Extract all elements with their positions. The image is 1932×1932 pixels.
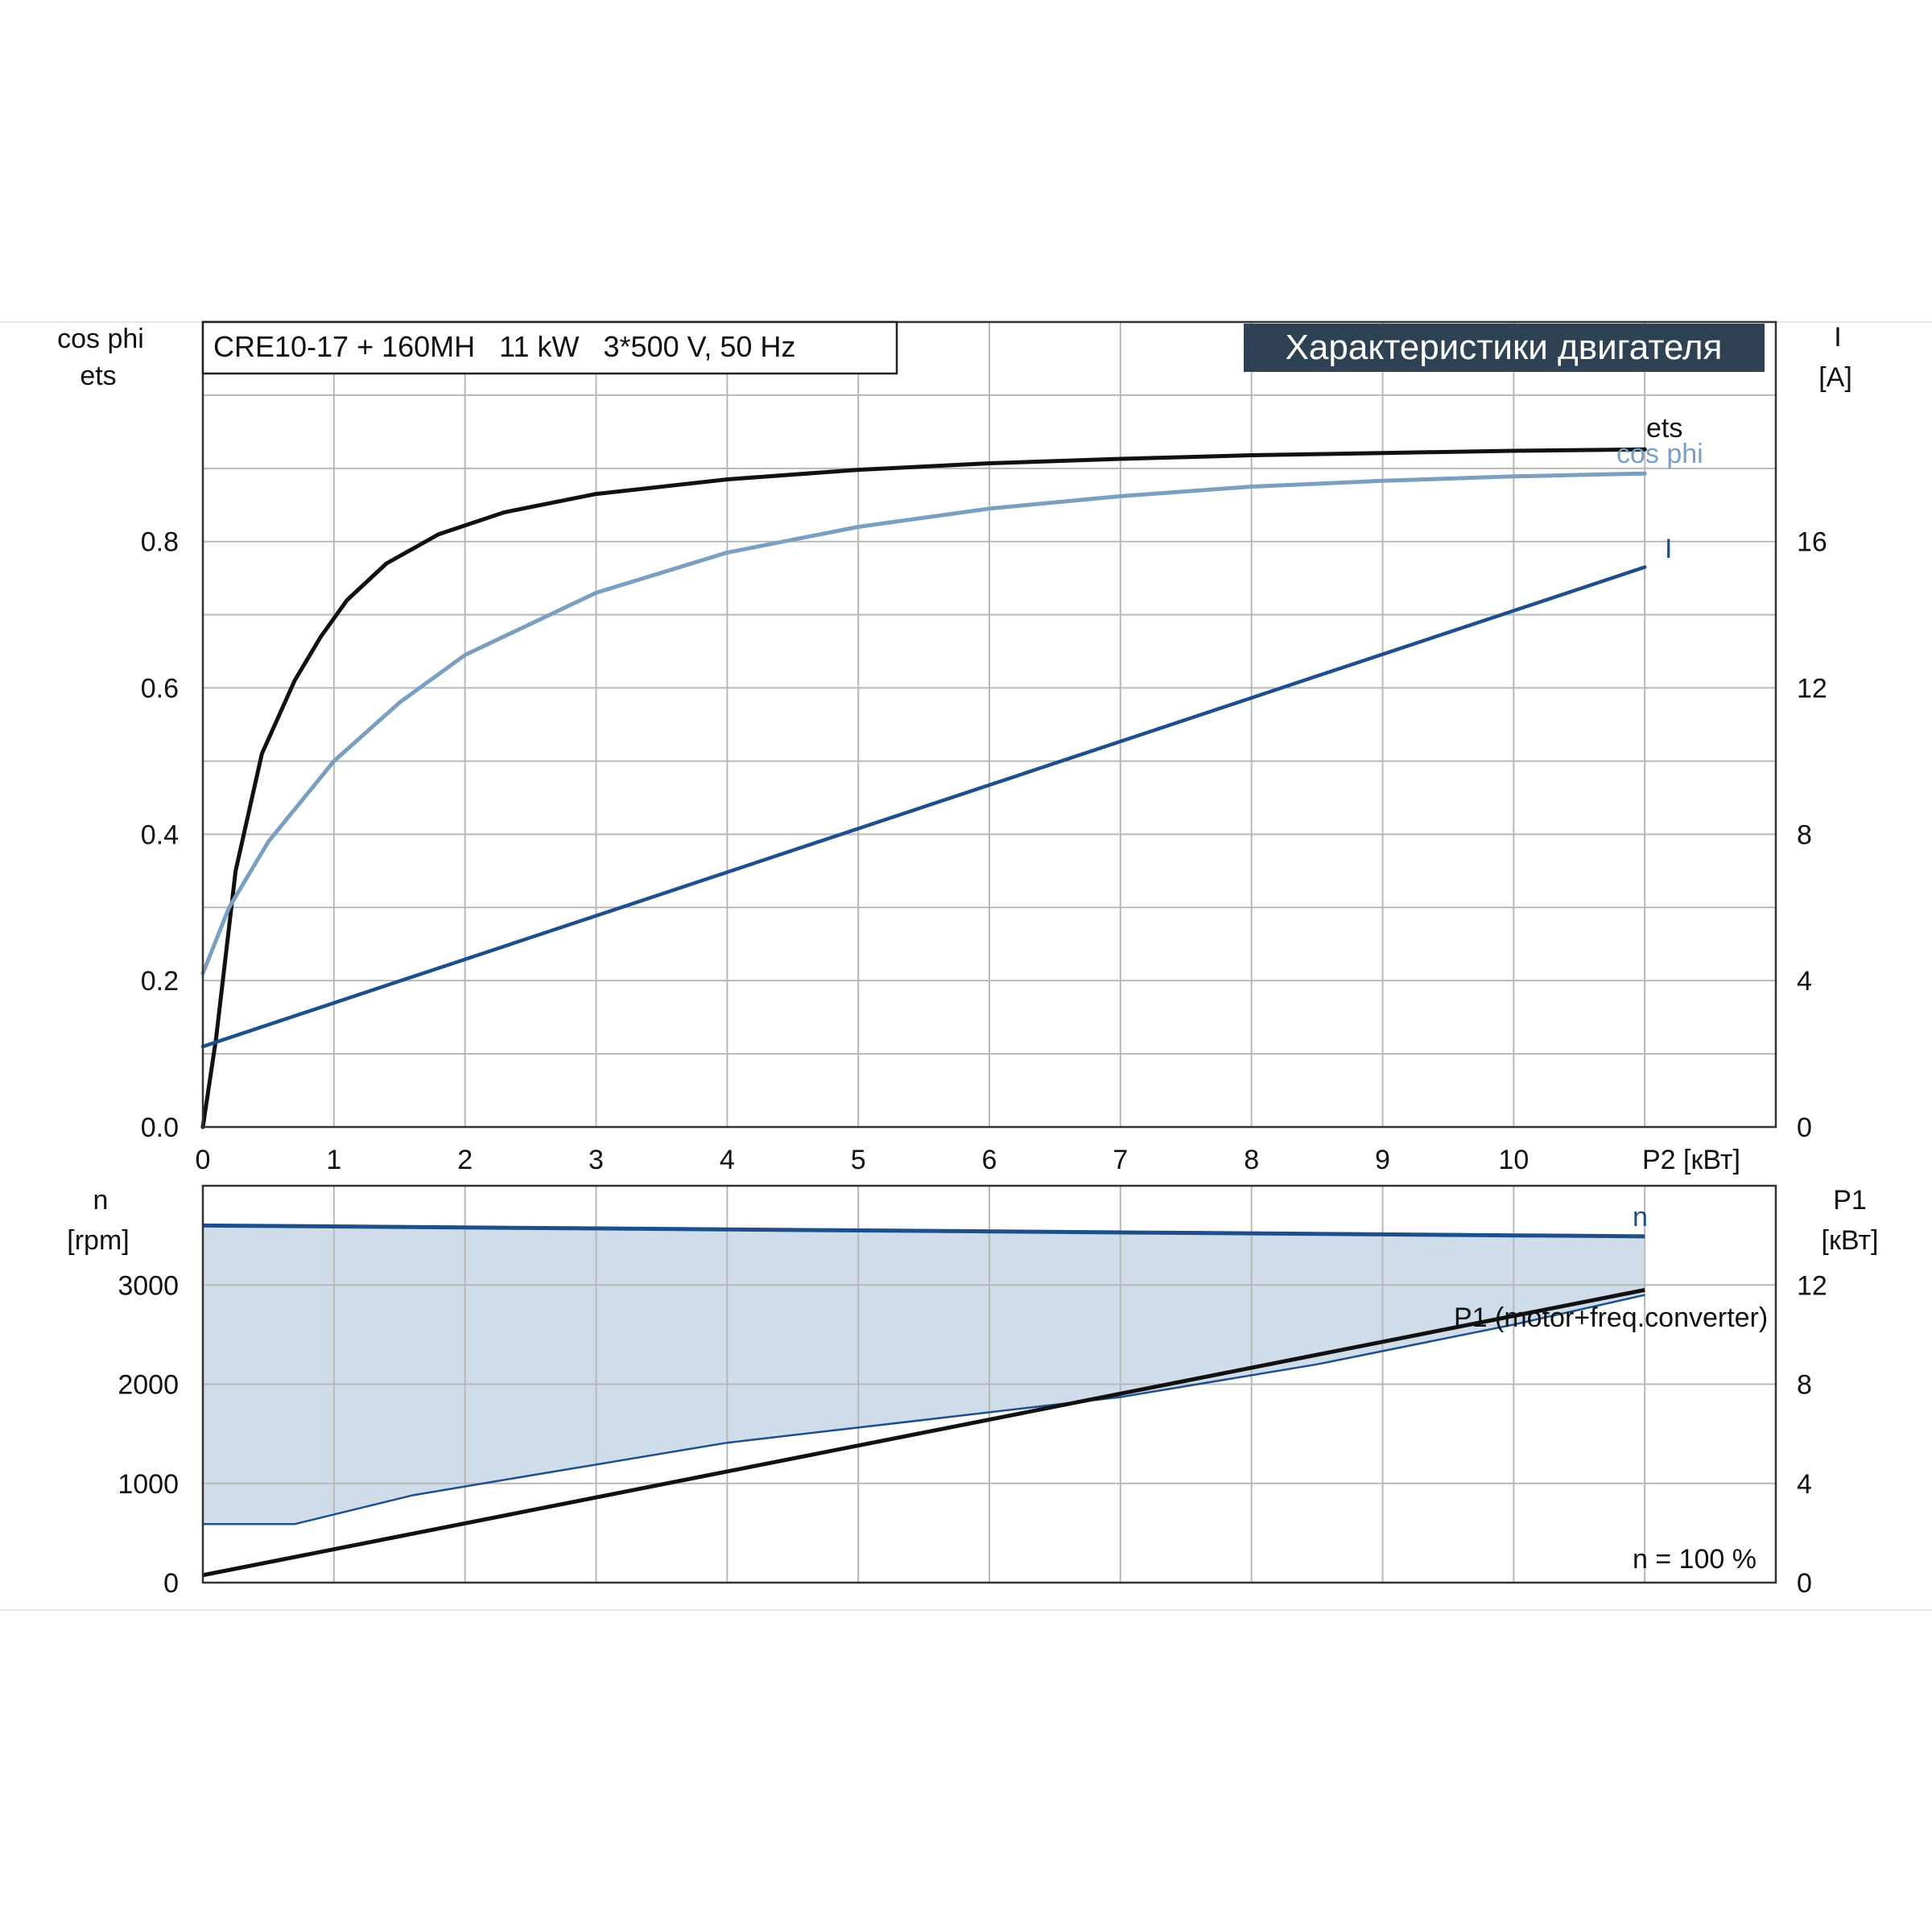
pump-info-text: CRE10-17 + 160MH 11 kW 3*500 V, 50 Hz [213, 330, 795, 363]
speed-line [202, 1223, 1645, 1239]
speed-band-fill [203, 1225, 1645, 1525]
series-label-cosphi: cos phi [1616, 439, 1703, 469]
series-label-ets: ets [1646, 413, 1682, 444]
upper-right-tick-label: 4 [1797, 966, 1812, 997]
lower-left-tick-label: 0 [163, 1568, 179, 1599]
lower-right-tick-label: 12 [1797, 1270, 1827, 1301]
lower-right-label-unit: [кВт] [1822, 1225, 1879, 1256]
upper-left-tick-label: 0.2 [141, 966, 179, 997]
series-label-i: I [1665, 534, 1672, 564]
upper-x-tick-label: 3 [588, 1145, 604, 1175]
upper-series [200, 447, 1647, 1129]
upper-plot-frame [201, 320, 1777, 1129]
lower-tick-labels: 0 1000 2000 3000 0 4 8 12 [118, 1270, 1827, 1599]
upper-x-tick-label: 7 [1113, 1145, 1128, 1175]
lower-right-tick-label: 0 [1797, 1568, 1812, 1599]
speed-band-lower-edge [203, 1294, 1645, 1525]
speed-operating-band [203, 1225, 1645, 1525]
upper-left-label-cosphi: cos phi [57, 324, 144, 354]
upper-x-tick-label: 5 [851, 1145, 866, 1175]
title-box [1244, 324, 1765, 372]
series-label-n: n [1633, 1202, 1648, 1232]
lower-plot-panel: 0 1000 2000 3000 0 4 8 12 [118, 1184, 1827, 1599]
lower-left-tick-label: 2000 [118, 1370, 179, 1401]
upper-x-tick-label: 2 [457, 1145, 473, 1175]
upper-left-tick-label: 0.0 [141, 1113, 179, 1143]
lower-left-tick-label: 1000 [118, 1469, 179, 1500]
lower-left-label-unit: [rpm] [67, 1225, 129, 1256]
upper-x-tick-label: 10 [1498, 1145, 1529, 1175]
lower-left-tick-label: 3000 [118, 1270, 179, 1301]
upper-left-tick-label: 0.4 [141, 819, 179, 850]
cosphi-curve [200, 471, 1647, 976]
upper-right-label-i: I [1834, 322, 1841, 353]
upper-grid [203, 321, 1776, 1127]
lower-left-label-n: n [93, 1185, 109, 1216]
upper-right-tick-label: 8 [1797, 819, 1812, 850]
upper-x-tick-label: 4 [720, 1145, 735, 1175]
upper-right-tick-label: 12 [1797, 674, 1827, 704]
upper-right-tick-label: 0 [1797, 1113, 1812, 1143]
lower-right-label-p1: P1 [1833, 1185, 1867, 1216]
lower-right-tick-label: 4 [1797, 1469, 1812, 1500]
current-line [200, 565, 1647, 1049]
pump-info-box [201, 320, 898, 375]
lower-series [202, 1223, 1645, 1578]
chart-title: Характеристики двигателя [1286, 328, 1723, 367]
lower-grid [203, 1186, 1776, 1583]
upper-right-label-unit: [A] [1818, 362, 1852, 393]
upper-x-tick-label: 6 [982, 1145, 997, 1175]
upper-x-tick-label: 9 [1375, 1145, 1390, 1175]
upper-right-tick-label: 16 [1797, 527, 1827, 558]
upper-x-tick-label: 8 [1244, 1145, 1259, 1175]
upper-left-tick-label: 0.8 [141, 527, 179, 558]
upper-x-label: P2 [кВт] [1642, 1145, 1740, 1175]
upper-x-tick-label: 1 [326, 1145, 341, 1175]
p1-line [202, 1287, 1645, 1578]
lower-plot-frame [201, 1184, 1777, 1584]
upper-left-tick-label: 0.6 [141, 674, 179, 704]
lower-right-tick-label: 8 [1797, 1370, 1812, 1401]
upper-left-label-ets: ets [80, 361, 116, 391]
upper-x-tick-label: 0 [196, 1145, 211, 1175]
series-label-p1: P1 (motor+freq.converter) [1454, 1302, 1768, 1333]
speed-note: n = 100 % [1633, 1544, 1757, 1575]
ets-curve [200, 447, 1647, 1129]
